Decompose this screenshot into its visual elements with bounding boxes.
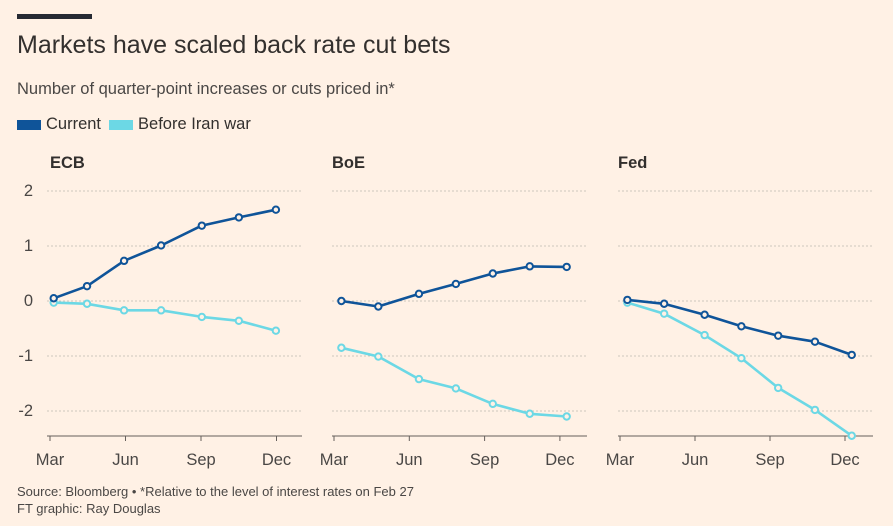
data-point-current xyxy=(337,296,346,306)
data-point-before xyxy=(737,354,746,363)
y-tick-label: 0 xyxy=(24,292,33,310)
legend-item-current: Current xyxy=(17,115,101,134)
panel-title-ecb: ECB xyxy=(50,154,85,172)
data-point-current xyxy=(451,279,461,289)
data-point-current xyxy=(847,350,856,360)
legend: Current Before Iran war xyxy=(17,115,259,134)
legend-label-current: Current xyxy=(46,115,102,133)
data-point-before xyxy=(82,299,92,308)
x-tick-label: Dec xyxy=(830,451,859,469)
data-point-before xyxy=(810,405,820,415)
source-line-2: FT graphic: Ray Douglas xyxy=(17,501,161,516)
x-tick-label: Sep xyxy=(755,451,784,469)
y-tick-label: 1 xyxy=(24,237,33,255)
data-point-current xyxy=(562,262,571,272)
data-point-before xyxy=(234,316,244,326)
data-point-current xyxy=(810,337,820,346)
data-point-current xyxy=(659,299,669,308)
data-point-before xyxy=(700,330,709,340)
data-point-current xyxy=(737,322,746,331)
x-tick-label: Mar xyxy=(606,451,635,469)
data-point-current xyxy=(700,310,709,319)
data-point-before xyxy=(414,374,424,384)
data-point-current xyxy=(82,281,92,291)
x-tick-label: Sep xyxy=(186,451,215,469)
data-point-before xyxy=(562,412,571,421)
data-point-current xyxy=(156,241,166,250)
data-point-before xyxy=(156,306,166,315)
data-point-current xyxy=(525,262,534,271)
data-point-current xyxy=(623,295,632,305)
x-tick-label: Dec xyxy=(545,451,574,469)
data-point-before xyxy=(847,431,856,440)
x-tick-label: Mar xyxy=(36,451,65,469)
panel-title-fed: Fed xyxy=(618,154,647,172)
x-tick-label: Mar xyxy=(320,451,349,469)
chart-subtitle: Number of quarter-point increases or cut… xyxy=(17,80,395,98)
data-point-current xyxy=(488,269,498,278)
data-point-current xyxy=(234,213,244,222)
data-point-before xyxy=(197,312,207,322)
data-point-before xyxy=(773,383,783,393)
source-line-1: Source: Bloomberg • *Relative to the lev… xyxy=(17,484,414,499)
panel-title-boe: BoE xyxy=(332,154,365,172)
data-point-current xyxy=(49,294,58,303)
ft-accent-bar xyxy=(17,14,92,19)
x-tick-label: Jun xyxy=(396,451,423,469)
data-point-current xyxy=(197,221,207,230)
data-point-current xyxy=(374,302,383,311)
data-point-current xyxy=(119,256,129,266)
data-point-current xyxy=(271,205,281,214)
data-point-before xyxy=(374,352,383,361)
data-point-before xyxy=(659,309,669,318)
legend-item-before: Before Iran war xyxy=(109,115,251,134)
legend-swatch-current xyxy=(17,119,41,130)
data-point-before xyxy=(337,343,346,352)
legend-swatch-before xyxy=(109,119,134,130)
data-point-current xyxy=(414,289,424,299)
data-point-before xyxy=(451,384,461,393)
source-note: Source: Bloomberg • *Relative to the lev… xyxy=(17,483,414,517)
y-tick-label: -2 xyxy=(18,402,33,420)
data-point-current xyxy=(773,331,783,340)
data-point-before xyxy=(119,306,129,315)
small-multiples-line-chart: 2 1 0 -1 -2 ECB Mar Jun Sep Dec BoE Mar Jun Sep Dec Fed… xyxy=(18,154,873,469)
x-tick-label: Dec xyxy=(262,451,291,469)
data-point-before xyxy=(525,409,534,418)
chart-title: Markets have scaled back rate cut bets xyxy=(17,31,451,59)
y-tick-label: 2 xyxy=(24,182,33,200)
y-tick-label: -1 xyxy=(18,347,33,365)
x-tick-label: Jun xyxy=(112,451,139,469)
x-tick-label: Sep xyxy=(470,451,499,469)
data-point-before xyxy=(271,326,281,335)
x-tick-label: Jun xyxy=(682,451,709,469)
legend-label-before: Before Iran war xyxy=(138,115,251,133)
data-point-before xyxy=(488,399,498,409)
